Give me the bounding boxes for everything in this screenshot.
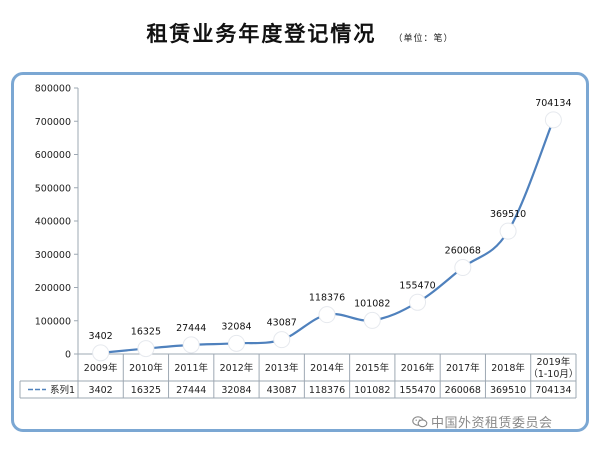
table-value: 118376 (309, 385, 345, 396)
x-tick-label: 2014年 (310, 362, 344, 374)
data-label: 43087 (267, 318, 297, 329)
table-value: 155470 (399, 385, 435, 396)
data-label: 3402 (89, 331, 113, 342)
x-tick-label: 2018年 (491, 362, 525, 374)
y-tick-label: 300000 (35, 250, 71, 261)
data-point (499, 222, 517, 240)
table-value: 704134 (535, 385, 571, 396)
data-label: 16325 (131, 327, 161, 338)
data-label: 369510 (490, 209, 526, 220)
y-tick-label: 200000 (35, 283, 71, 294)
data-label: 27444 (176, 323, 206, 334)
data-point (318, 306, 336, 324)
table-value: 369510 (490, 385, 526, 396)
y-tick-label: 0 (65, 350, 71, 361)
table-value: 3402 (89, 385, 113, 396)
data-label: 155470 (399, 280, 435, 291)
x-tick-label: 2010年 (129, 362, 163, 374)
data-point (137, 340, 155, 358)
watermark: 中国外资租赁委员会 (412, 412, 553, 431)
y-tick-label: 800000 (35, 84, 71, 95)
table-value: 32084 (221, 385, 251, 396)
data-label: 32084 (221, 321, 251, 332)
y-tick-label: 100000 (35, 316, 71, 327)
data-point (182, 336, 200, 354)
legend-label: 系列1 (50, 384, 75, 396)
data-point (409, 293, 427, 311)
y-tick-label: 600000 (35, 150, 71, 161)
x-tick-label: （1-10月） (528, 368, 578, 380)
x-tick-label: 2009年 (84, 362, 118, 374)
title-row: 租赁业务年度登记情况 （单位：笔） (0, 18, 600, 48)
y-tick-label: 500000 (35, 183, 71, 194)
data-label: 118376 (309, 293, 345, 304)
data-point (363, 311, 381, 329)
table-value: 101082 (354, 385, 390, 396)
data-point (92, 344, 110, 362)
table-value: 16325 (131, 385, 161, 396)
x-tick-label: 2012年 (220, 362, 254, 374)
data-point (454, 259, 472, 277)
table-value: 43087 (267, 385, 297, 396)
x-tick-label: 2017年 (446, 362, 480, 374)
y-tick-label: 400000 (35, 217, 71, 228)
table-value: 27444 (176, 385, 206, 396)
watermark-text: 中国外资租赁委员会 (431, 416, 553, 431)
x-tick-label: 2013年 (265, 362, 299, 374)
data-point (273, 331, 291, 349)
data-label: 260068 (445, 246, 481, 257)
chart-frame (11, 72, 589, 432)
data-point (227, 334, 245, 352)
chart-title: 租赁业务年度登记情况 (146, 21, 377, 46)
x-tick-label: 2011年 (174, 362, 208, 374)
y-tick-label: 700000 (35, 117, 71, 128)
data-point (544, 111, 562, 129)
wechat-icon (412, 416, 428, 428)
x-tick-label: 2019年 (537, 356, 571, 368)
x-tick-label: 2015年 (355, 362, 389, 374)
data-label: 101082 (354, 298, 390, 309)
unit-label: （单位：笔） (393, 34, 454, 44)
x-tick-label: 2016年 (401, 362, 435, 374)
table-value: 260068 (445, 385, 481, 396)
data-label: 704134 (535, 98, 571, 109)
